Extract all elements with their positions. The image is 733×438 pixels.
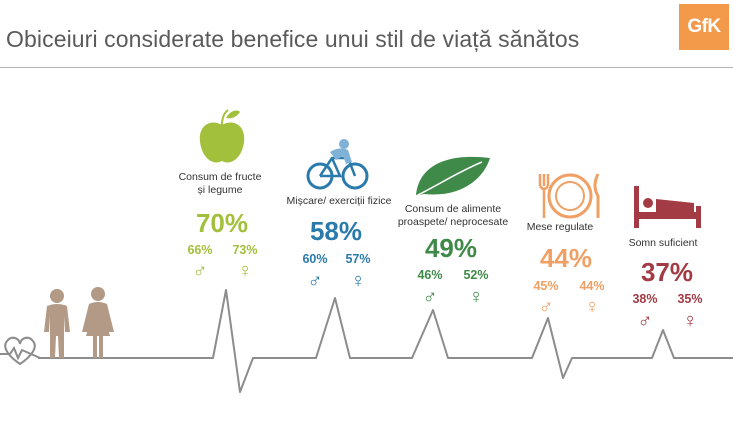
bicycle-icon [306,156,369,190]
male-symbol: ♂ [308,270,323,292]
heartbeat-line [38,289,733,393]
female-percent: 52% [463,268,488,282]
total-percent: 70% [196,208,248,238]
category-label: Consum de alimente [405,203,501,215]
male-percent: 38% [632,292,657,306]
category-label: proaspete/ neprocesate [398,216,508,228]
female-symbol: ♀ [351,270,366,292]
female-percent: 73% [232,243,257,257]
bed-icon [634,186,701,228]
category-label: Mișcare/ exerciții fizice [286,195,391,207]
female-symbol: ♀ [238,260,253,282]
female-percent: 44% [579,279,604,293]
male-symbol: ♂ [539,296,554,318]
page-title: Obiceiuri considerate benefice unui stil… [6,26,580,52]
male-percent: 46% [417,268,442,282]
category-fresh-food: Consum de alimente proaspete/ neprocesat… [398,156,508,308]
category-label: Consum de fructe [179,171,262,183]
male-percent: 66% [187,243,212,257]
total-percent: 44% [540,243,592,273]
category-regular-meals: Mese regulate 44% 45% 44% ♂ ♀ [527,173,605,318]
female-percent: 35% [677,292,702,306]
category-exercise: Mișcare/ exerciții fizice 58% 60% 57% ♂ … [286,139,392,292]
category-label: Somn suficient [629,237,698,249]
male-percent: 45% [533,279,558,293]
gfk-logo: GfK [679,4,729,50]
cyclist-icon [330,139,352,164]
male-percent: 60% [302,252,327,266]
apple-icon [199,109,245,163]
category-sleep: Somn suficient 37% 38% 35% ♂ ♀ [629,186,703,332]
category-label: Mese regulate [527,221,594,233]
total-percent: 37% [641,257,693,287]
female-symbol: ♀ [585,296,600,318]
plate-cutlery-icon [538,173,600,219]
male-symbol: ♂ [193,260,208,282]
woman-icon [82,287,114,358]
category-label: și legume [198,184,243,196]
total-percent: 49% [425,233,477,263]
leaf-icon [415,156,490,197]
female-percent: 57% [345,252,370,266]
female-symbol: ♀ [469,286,484,308]
total-percent: 58% [310,216,362,246]
heart-icon [0,336,41,366]
man-icon [44,289,70,358]
male-symbol: ♂ [638,310,653,332]
female-symbol: ♀ [683,310,698,332]
logo-text: GfK [687,16,721,37]
title-divider [0,67,733,68]
category-fruits-vegetables: Consum de fructe și legume 70% 66% 73% ♂… [179,109,262,282]
male-symbol: ♂ [423,286,438,308]
